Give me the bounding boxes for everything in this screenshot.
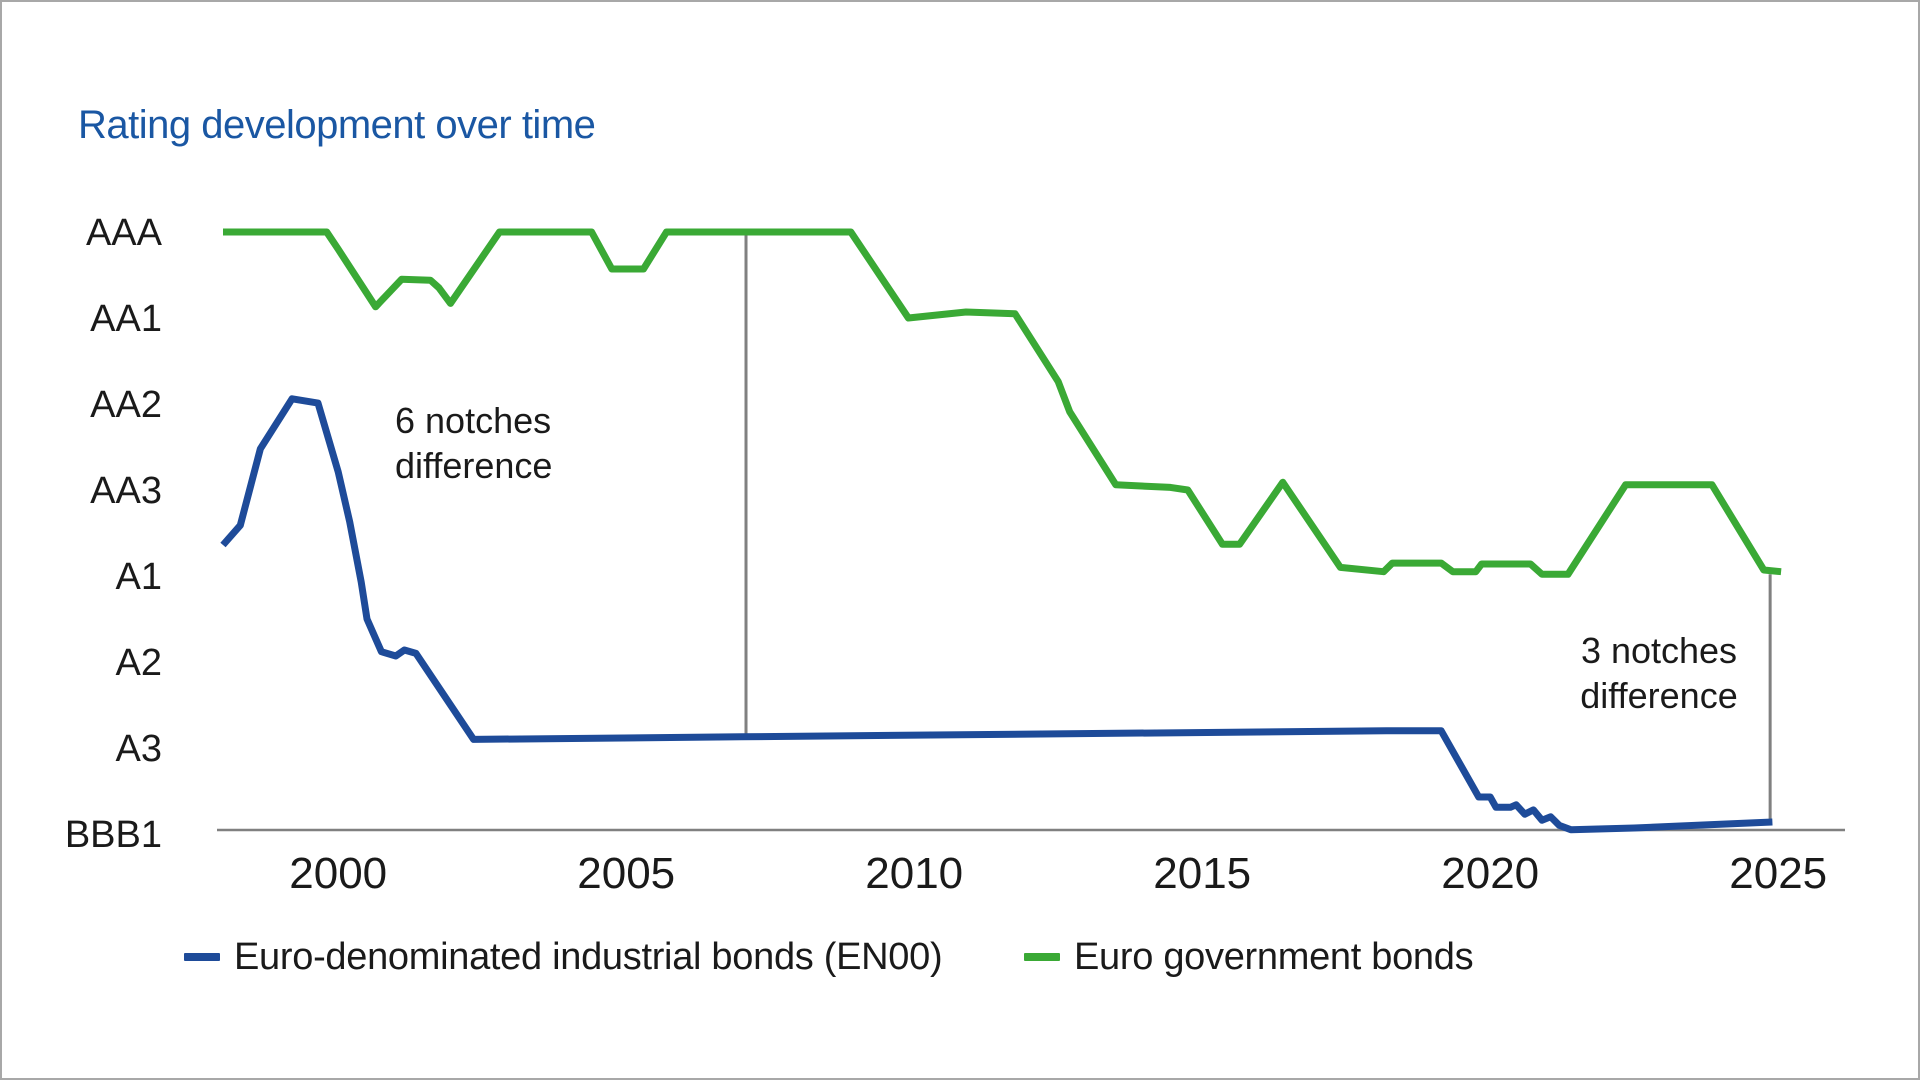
annotation-3-notches-line2: difference xyxy=(1580,675,1738,716)
government-bonds-swatch-icon xyxy=(1024,953,1060,961)
legend-item-government-bonds: Euro government bonds xyxy=(1024,933,1474,981)
y-axis-label-AA3: AA3 xyxy=(90,470,162,512)
chart-legend: Euro-denominated industrial bonds (EN00)… xyxy=(2,933,1918,981)
y-axis-label-BBB1: BBB1 xyxy=(65,814,162,856)
y-axis-label-A2: A2 xyxy=(116,642,162,684)
x-axis-label-2025: 2025 xyxy=(1729,849,1827,898)
legend-item-industrial-bonds: Euro-denominated industrial bonds (EN00) xyxy=(184,933,943,981)
industrial-bonds-swatch-icon xyxy=(184,953,220,961)
x-axis-label-2015: 2015 xyxy=(1153,849,1251,898)
legend-item-label: Euro-denominated industrial bonds (EN00) xyxy=(234,935,943,978)
annotation-3-notches-line1: 3 notches xyxy=(1580,630,1738,671)
y-axis-label-AA2: AA2 xyxy=(90,384,162,426)
y-axis-label-A1: A1 xyxy=(116,556,162,598)
annotation-3-notches: 3 notches difference xyxy=(1509,628,1809,718)
x-axis-label-2010: 2010 xyxy=(865,849,963,898)
y-axis-label-AAA: AAA xyxy=(86,212,163,254)
series-line-government-bonds xyxy=(223,228,1782,578)
annotation-6-notches: 6 notches difference xyxy=(395,398,552,488)
chart-title: Rating development over time xyxy=(78,103,596,147)
x-axis-label-2000: 2000 xyxy=(289,849,387,898)
legend-item-label: Euro government bonds xyxy=(1074,935,1474,978)
x-axis-label-2005: 2005 xyxy=(577,849,675,898)
y-axis-label-AA1: AA1 xyxy=(90,298,162,340)
x-axis-label-2020: 2020 xyxy=(1441,849,1539,898)
y-axis-label-A3: A3 xyxy=(116,728,162,770)
annotation-6-notches-line1: 6 notches xyxy=(395,400,552,441)
series-line-industrial-bonds xyxy=(220,395,1773,834)
annotation-6-notches-line2: difference xyxy=(395,445,553,486)
